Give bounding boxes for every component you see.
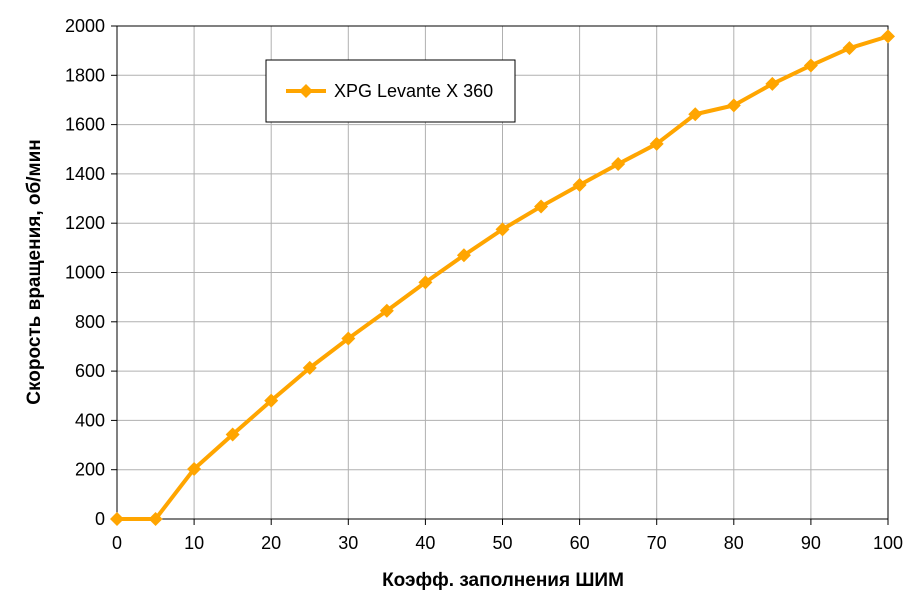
data-point: [649, 136, 664, 151]
y-tick-label: 0: [95, 509, 105, 529]
x-tick-label: 100: [873, 533, 903, 553]
y-tick-label: 1600: [65, 115, 105, 135]
y-tick-label: 1400: [65, 164, 105, 184]
x-tick-label: 30: [338, 533, 358, 553]
data-point: [379, 303, 394, 318]
x-tick-label: 90: [801, 533, 821, 553]
y-tick-label: 1000: [65, 263, 105, 283]
data-point: [418, 275, 433, 290]
data-point: [611, 157, 626, 172]
data-point: [148, 512, 163, 526]
data-point: [726, 98, 741, 113]
y-tick-label: 600: [75, 361, 105, 381]
y-tick-label: 400: [75, 410, 105, 430]
data-point: [765, 76, 780, 91]
x-tick-label: 70: [647, 533, 667, 553]
data-point: [456, 248, 471, 263]
data-point: [110, 512, 124, 526]
data-point: [264, 393, 279, 408]
data-point: [803, 58, 818, 73]
legend: XPG Levante X 360: [265, 59, 516, 123]
data-point: [534, 199, 549, 214]
x-axis-title: Коэфф. заполнения ШИМ: [382, 570, 624, 591]
y-tick-label: 800: [75, 312, 105, 332]
data-point: [225, 427, 240, 442]
y-tick-label: 1200: [65, 213, 105, 233]
y-tick-label: 2000: [65, 16, 105, 36]
axes: 0 10 20 30 40 50 60 70 80 90 100020040060080010001…: [65, 16, 903, 553]
data-point: [842, 41, 857, 56]
legend-label: XPG Levante X 360: [334, 81, 493, 101]
series-layer: [110, 29, 895, 526]
y-axis-title: Скорость вращения, об/мин: [24, 139, 45, 404]
data-point: [572, 177, 587, 192]
data-point: [187, 461, 202, 476]
data-point: [302, 360, 317, 375]
x-tick-label: 10: [184, 533, 204, 553]
data-point: [341, 331, 356, 346]
y-tick-label: 200: [75, 460, 105, 480]
legend-marker-diamond-icon: [299, 84, 313, 98]
x-tick-label: 40: [415, 533, 435, 553]
x-tick-label: 80: [724, 533, 744, 553]
data-point: [688, 107, 703, 122]
x-tick-label: 50: [492, 533, 512, 553]
x-tick-label: 60: [570, 533, 590, 553]
y-tick-label: 1800: [65, 65, 105, 85]
x-tick-label: 20: [261, 533, 281, 553]
x-tick-label: 0: [112, 533, 122, 553]
data-point: [495, 222, 510, 237]
data-point: [881, 29, 895, 44]
